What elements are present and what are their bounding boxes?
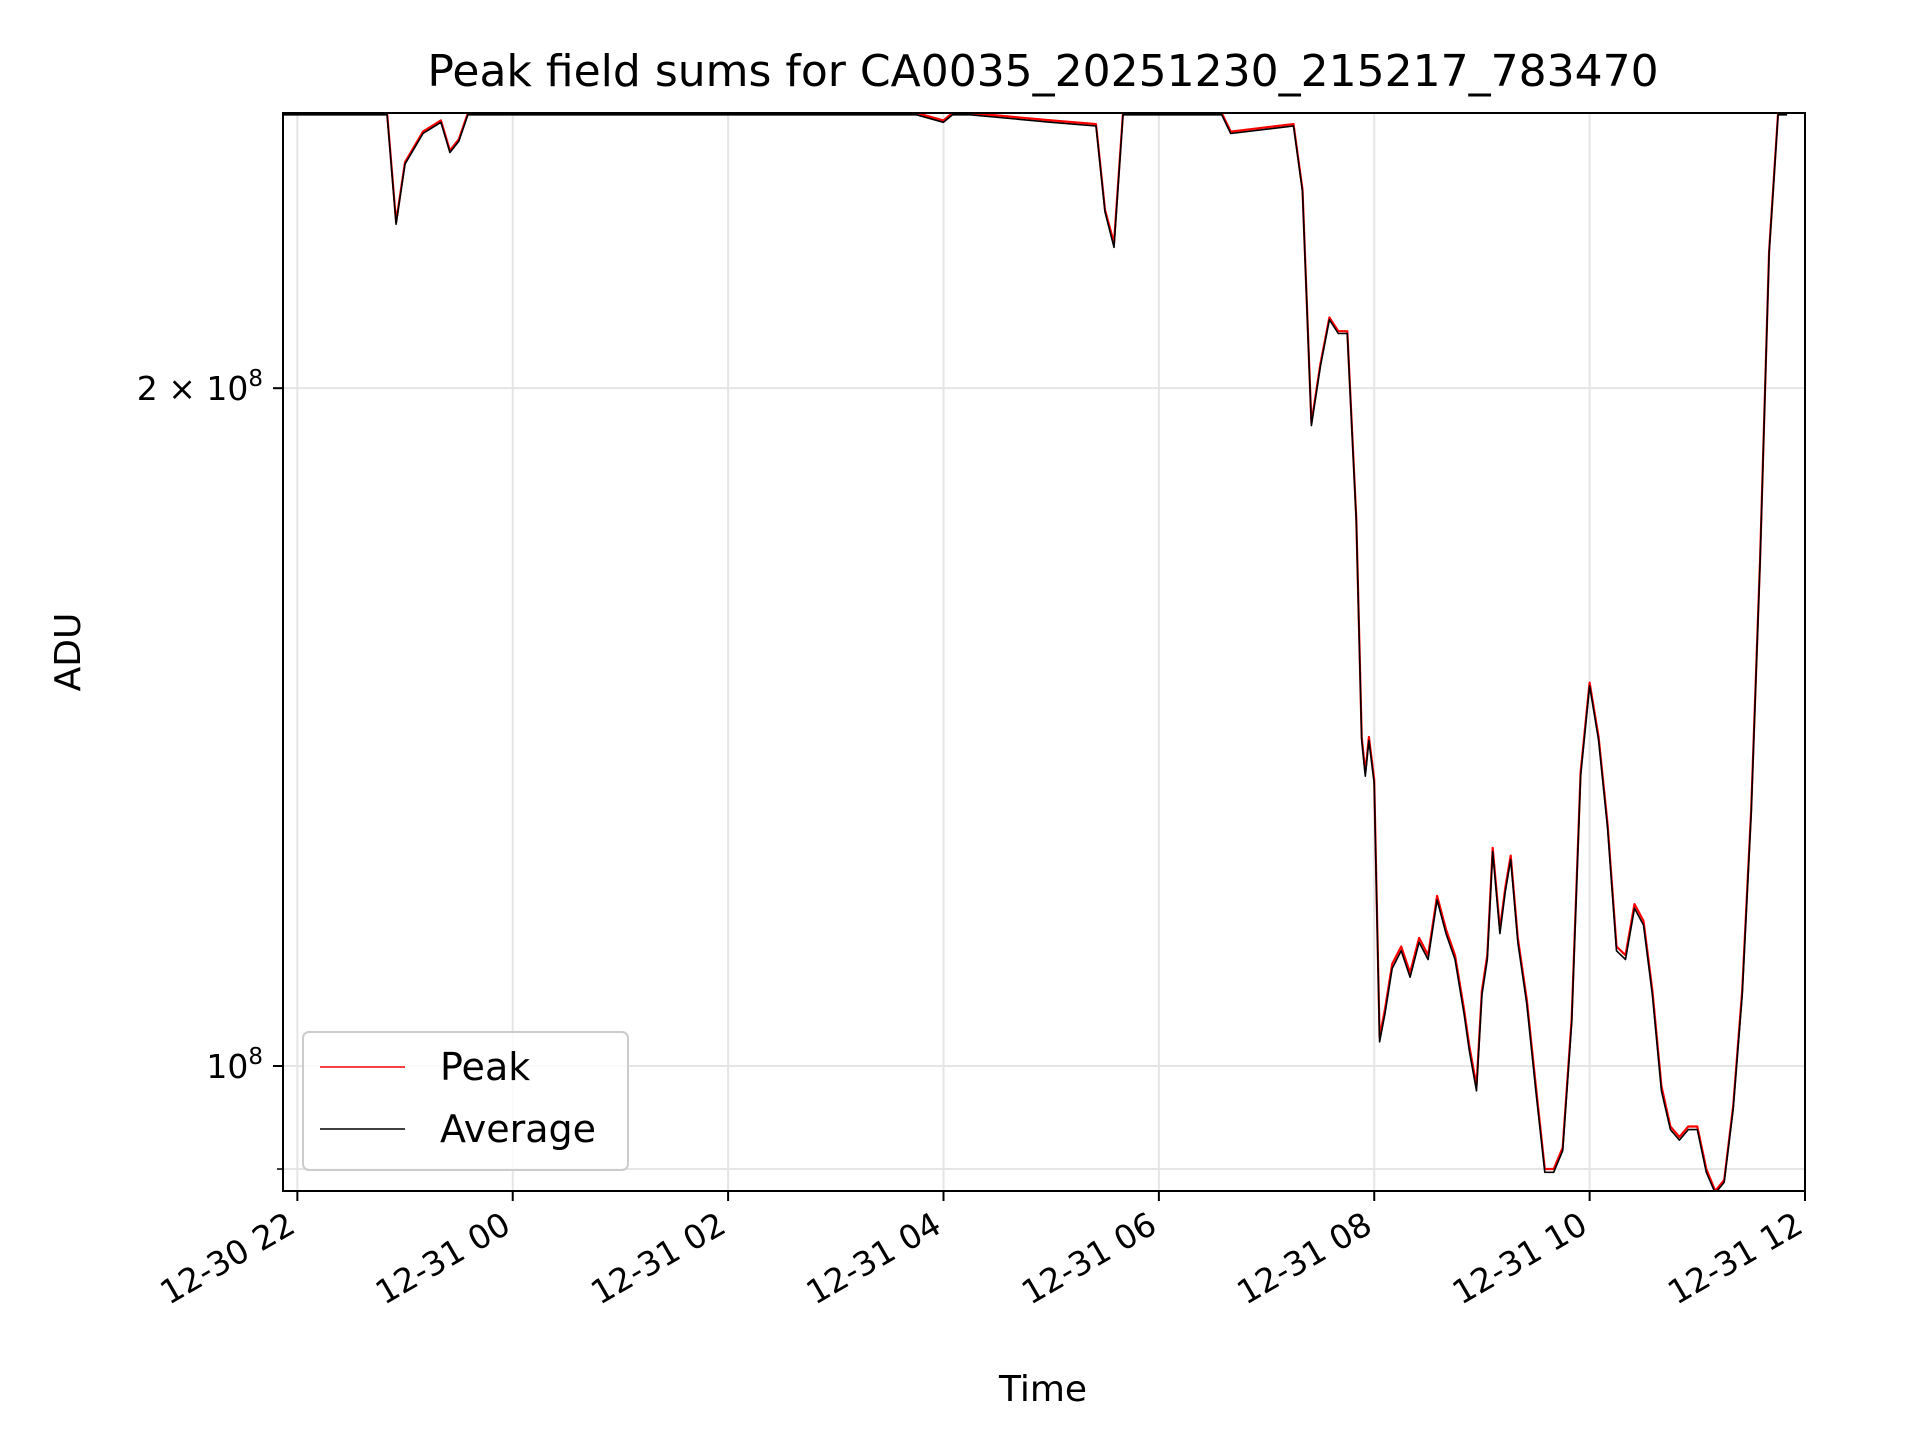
series-line-average	[283, 114, 1788, 1191]
series-line-peak	[283, 113, 1788, 1191]
x-axis-label: Time	[998, 1369, 1087, 1410]
legend-label-peak: Peak	[440, 1045, 530, 1089]
chart-title: Peak field sums for CA0035_20251230_2152…	[427, 46, 1658, 97]
y-tick-mantissa: 2 ×	[137, 369, 207, 408]
y-tick-label: 2 × 108	[137, 366, 263, 408]
legend: Peak Average	[302, 1031, 629, 1171]
y-tick-exponent: 8	[248, 366, 263, 392]
plot-frame	[282, 112, 1806, 1192]
series-layer	[283, 113, 1788, 1191]
y-tick-base: 10	[206, 369, 248, 408]
y-axis-label: ADU	[48, 613, 89, 692]
y-tick-exponent: 8	[248, 1044, 263, 1070]
y-tick-label: 108	[206, 1044, 263, 1086]
y-tick-base: 10	[206, 1047, 248, 1086]
legend-label-average: Average	[440, 1107, 596, 1151]
